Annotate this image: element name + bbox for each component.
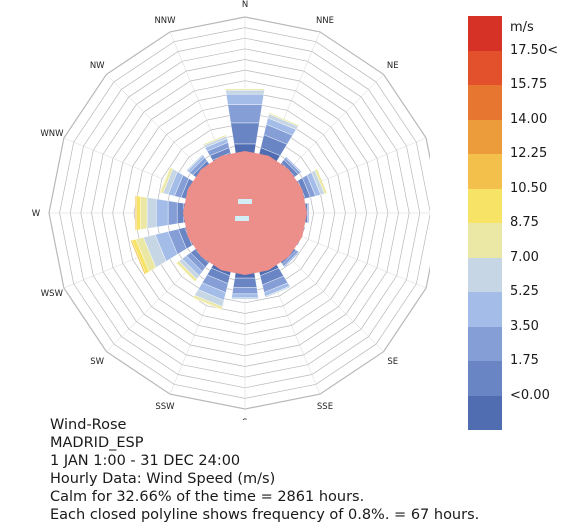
legend-swatch xyxy=(468,361,502,396)
legend-label: 17.50< xyxy=(510,42,559,58)
legend-unit: m/s xyxy=(510,20,534,35)
direction-label: SSE xyxy=(317,402,333,412)
wind-bar-segment xyxy=(192,297,223,311)
legend-swatch xyxy=(468,50,502,85)
note-data: Hourly Data: Wind Speed (m/s) xyxy=(50,471,276,487)
legend-swatch xyxy=(468,326,502,361)
legend-label: 10.50 xyxy=(510,180,548,196)
speed-legend: m/s 17.50< 15.75 14.00 12.25 10.50 8.75 7.00 5.… xyxy=(468,16,586,430)
wind-bar-segment xyxy=(231,297,259,300)
calm-marker xyxy=(235,216,249,221)
wind-bar-segment xyxy=(202,134,227,146)
legend-swatch xyxy=(468,16,502,51)
wind-bar-segment xyxy=(225,89,265,95)
wind-bar-segment xyxy=(268,112,300,127)
legend-swatch xyxy=(468,257,502,292)
chart-notes: Wind-Rose MADRID_ESP 1 JAN 1:00 - 31 DEC… xyxy=(50,416,479,524)
legend-swatch xyxy=(468,395,502,430)
legend-swatch xyxy=(468,292,502,327)
direction-label: NNW xyxy=(154,16,176,26)
direction-label: W xyxy=(32,209,41,219)
direction-label: NE xyxy=(387,61,399,71)
wind-bar-segment xyxy=(307,202,309,224)
wind-bar-segment xyxy=(130,239,147,275)
legend-swatch xyxy=(468,223,502,258)
wind-bar-segment xyxy=(285,156,302,173)
wind-bar-segment xyxy=(225,88,265,91)
legend-label: 8.75 xyxy=(510,215,539,230)
legend-label: <0.00 xyxy=(510,387,550,403)
direction-label: SW xyxy=(90,357,104,367)
wind-bar-segment xyxy=(283,251,300,268)
direction-label: WSW xyxy=(41,289,64,299)
wind-rose-chart: NNNENEENEEESESESSESSSWSWWSWWWNWNWNNW xyxy=(32,0,430,420)
wind-bar-segment xyxy=(159,166,171,193)
calm-area xyxy=(183,151,307,275)
note-title: Wind-Rose xyxy=(50,417,127,433)
wind-bar-segment xyxy=(231,293,259,298)
wind-bar-segment xyxy=(232,277,258,288)
wind-bar-segment xyxy=(225,93,265,105)
calm-area-fill xyxy=(183,151,307,275)
wind-bar-segment xyxy=(167,200,178,226)
legend-swatch xyxy=(468,154,502,189)
legend-label: 3.50 xyxy=(510,318,539,334)
note-calm: Calm for 32.66% of the time = 2861 hours… xyxy=(50,489,365,505)
note-polyline: Each closed polyline shows frequency of … xyxy=(50,507,480,523)
wind-bar-segment xyxy=(230,122,260,145)
legend-label: 5.25 xyxy=(510,284,539,299)
direction-label: SE xyxy=(387,357,398,367)
wind-bar-segment xyxy=(314,168,328,195)
legend-swatch xyxy=(468,188,502,223)
wind-bar-segment xyxy=(175,262,196,283)
legend-label: 12.25 xyxy=(510,146,548,161)
direction-label: N xyxy=(242,0,248,10)
legend-swatch xyxy=(468,119,502,154)
wind-bar-segment xyxy=(135,195,137,231)
direction-label: WNW xyxy=(40,129,64,139)
wind-bar-segment xyxy=(264,285,291,299)
direction-label: S xyxy=(242,418,247,420)
legend-label: 15.75 xyxy=(510,77,548,92)
wind-bar-segment xyxy=(136,195,141,231)
wind-bar-segment xyxy=(140,196,148,230)
note-period: 1 JAN 1:00 - 31 DEC 24:00 xyxy=(50,453,241,469)
direction-label: SSW xyxy=(155,402,175,412)
legend-swatch xyxy=(468,85,502,120)
direction-labels: NNNENEENEEESESESSESSSWSWWSWWWNWNWNNW xyxy=(32,0,430,420)
wind-bar-segment xyxy=(227,104,263,124)
legend-label: 1.75 xyxy=(510,353,539,368)
direction-label: NW xyxy=(90,61,105,71)
wind-bar-segment xyxy=(231,287,259,295)
wind-bar-segment xyxy=(156,198,169,228)
wind-bar-segment xyxy=(146,197,157,229)
note-location: MADRID_ESP xyxy=(50,435,144,451)
wind-bar-segment xyxy=(176,202,185,224)
calm-marker xyxy=(238,199,252,204)
legend-label: 7.00 xyxy=(510,249,539,265)
wind-bar-segment xyxy=(186,154,204,172)
legend-label: 14.00 xyxy=(510,111,548,127)
direction-label: NNE xyxy=(316,16,334,26)
